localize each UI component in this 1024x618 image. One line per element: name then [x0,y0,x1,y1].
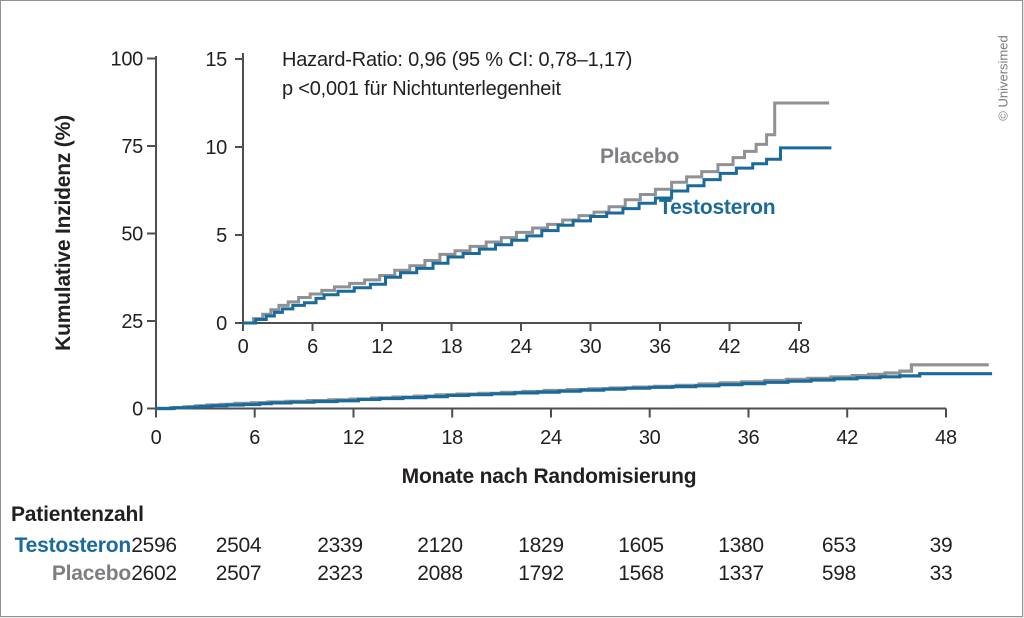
main-x-tick-label: 18 [441,427,463,449]
inset-x-tick-label: 36 [649,336,671,358]
inset-x-tick-label: 6 [307,336,318,358]
risk-table-value: 2339 [317,534,363,557]
risk-table-value: 653 [821,534,857,557]
risk-table-value: 1792 [518,562,564,585]
inset-y-tick-label: 0 [216,313,227,335]
risk-table-value: 2504 [215,534,262,557]
risk-table-value: 598 [821,562,857,585]
inset-x-tick-label: 12 [371,336,393,358]
risk-table-value: 2323 [317,562,363,585]
copyright-credit: © Universimed [995,35,1011,121]
inset-y-tick-label: 5 [216,225,227,247]
risk-table-value: 1337 [718,562,764,585]
main-y-tick-label: 0 [132,399,143,421]
main-x-tick-label: 6 [249,427,260,449]
inset-x-tick-label: 24 [510,336,532,358]
risk-table-value: 2088 [417,562,463,585]
main-x-tick-label: 36 [738,427,760,449]
main-y-tick-label: 25 [121,311,143,333]
main-x-tick-label: 30 [639,427,661,449]
main-y-tick-label: 50 [121,224,143,246]
x-axis-title: Monate nach Randomisierung [401,465,697,488]
main-x-tick-label: 0 [151,427,162,449]
inset-y-tick-label: 15 [205,49,227,71]
risk-table-value: 2602 [131,562,177,585]
annotation-line-1: Hazard-Ratio: 0,96 (95 % CI: 0,78–1,17) [282,49,633,71]
annotation-line-2: p <0,001 für Nichtunterlegenheit [282,78,561,100]
risk-table-row-label-testosteron: Testosteron [14,534,132,557]
risk-table-value: 2507 [215,562,262,585]
inset-x-tick-label: 18 [441,336,463,358]
risk-table-value: 2596 [131,534,177,557]
risk-table-value: 1380 [718,534,764,557]
risk-table-value: 1605 [618,534,664,557]
risk-table-value: 1829 [518,534,564,557]
main-x-tick-label: 48 [935,427,957,449]
inset-x-tick-label: 30 [580,336,602,358]
main-x-tick-label: 24 [540,427,562,449]
main-x-tick-label: 42 [836,427,858,449]
inset-series-placebo-line [243,101,830,325]
risk-table-value: 33 [929,562,953,585]
main-series-testosteron-line [156,372,993,411]
hazard-ratio-annotation: Hazard-Ratio: 0,96 (95 % CI: 0,78–1,17) … [282,46,632,104]
risk-table-title: Patientenzahl [11,503,144,526]
risk-table-row-label-placebo: Placebo [51,562,131,585]
inset-series-testosteron-line [243,146,832,325]
risk-table-value: 2120 [417,534,463,557]
main-y-tick-label: 100 [111,49,144,71]
inset-x-tick-label: 0 [238,336,249,358]
inset-x-tick-label: 42 [719,336,741,358]
inset-plot: 0 6 12 18 24 30 36 42 48 0 5 10 15 [205,49,832,358]
y-axis-title: Kumulative Inzidenz (%) [52,115,75,351]
main-y-tick-label: 75 [121,136,143,158]
inset-x-tick-label: 48 [788,336,810,358]
risk-table-value: 1568 [618,562,664,585]
legend-label-testosteron: Testosteron [659,196,776,219]
inset-y-tick-label: 10 [205,137,227,159]
risk-table-value: 39 [929,534,953,557]
main-x-tick-label: 12 [343,427,365,449]
legend-label-placebo: Placebo [600,145,680,168]
